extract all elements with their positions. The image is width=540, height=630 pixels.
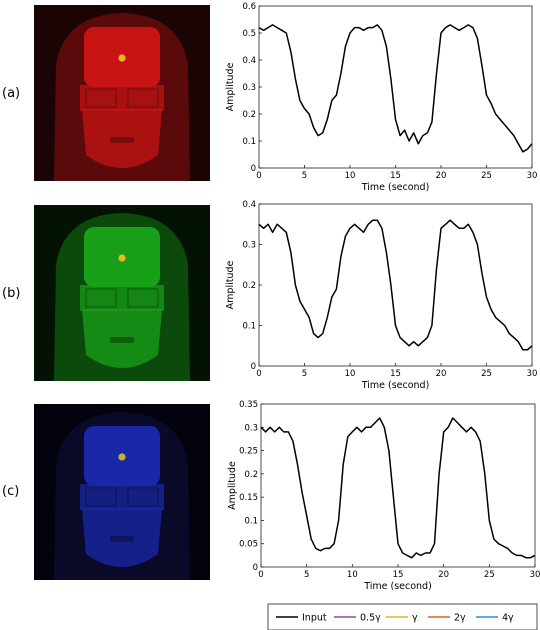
y-axis-label: Amplitude <box>227 461 238 510</box>
mouth-shape <box>110 337 134 343</box>
x-tick-label: 20 <box>436 369 447 379</box>
lower-face-shape <box>82 109 162 168</box>
x-tick-label: 30 <box>527 171 538 181</box>
x-axis-label: Time (second) <box>361 182 430 193</box>
y-tick-label: 0.15 <box>239 493 258 503</box>
roi-marker-dot <box>118 453 126 461</box>
glasses-left-lens <box>85 288 117 308</box>
glasses-left-lens <box>85 487 117 507</box>
glasses-band <box>80 85 164 111</box>
x-tick-label: 15 <box>390 369 401 379</box>
x-tick-label: 30 <box>530 570 540 580</box>
y-tick-label: 0.3 <box>242 241 256 251</box>
glasses-band <box>80 484 164 510</box>
y-axis-label: Amplitude <box>225 261 236 310</box>
glasses-right-lens <box>127 288 159 308</box>
x-tick-label: 15 <box>390 171 401 181</box>
x-tick-label: 10 <box>345 171 356 181</box>
row-label-a: (a) <box>2 86 21 101</box>
y-axis-label: Amplitude <box>225 63 236 112</box>
x-tick-label: 10 <box>345 369 356 379</box>
glasses-band <box>80 285 164 311</box>
x-tick-label: 0 <box>258 570 263 580</box>
y-tick-label: 0.35 <box>239 400 258 410</box>
glasses-right-lens <box>127 88 159 108</box>
y-tick-label: 0.2 <box>242 110 256 120</box>
y-tick-label: 0 <box>253 563 258 573</box>
series-line-input <box>258 24 533 153</box>
y-tick-label: 0.1 <box>242 322 256 332</box>
legend-label: 2γ <box>454 613 466 624</box>
x-tick-label: 0 <box>256 369 261 379</box>
y-tick-label: 0.2 <box>244 470 258 480</box>
y-tick-label: 0.3 <box>242 83 256 93</box>
x-tick-label: 20 <box>436 171 447 181</box>
y-tick-label: 0.4 <box>242 200 256 210</box>
legend-label: 4γ <box>502 613 514 624</box>
x-axis-label: Time (second) <box>361 380 430 391</box>
legend-label: γ <box>412 613 418 624</box>
y-tick-label: 0.3 <box>244 423 258 433</box>
y-tick-label: 0.2 <box>242 281 256 291</box>
legend-label: Input <box>302 613 327 624</box>
face-image-blue <box>34 404 210 580</box>
face-image-green <box>34 205 210 381</box>
x-axis-label: Time (second) <box>363 581 432 592</box>
plot-frame <box>258 5 533 169</box>
x-tick-label: 25 <box>484 570 495 580</box>
roi-marker-dot <box>118 54 126 62</box>
y-tick-label: 0 <box>251 164 256 174</box>
x-tick-label: 0 <box>256 171 261 181</box>
glasses-left-lens <box>85 88 117 108</box>
mouth-shape <box>110 536 134 542</box>
y-tick-label: 0.4 <box>242 56 256 66</box>
face-image-red <box>34 5 210 181</box>
x-tick-label: 25 <box>481 171 492 181</box>
x-tick-label: 5 <box>304 570 309 580</box>
roi-marker-dot <box>118 254 126 262</box>
x-tick-label: 10 <box>347 570 358 580</box>
glasses-right-lens <box>127 487 159 507</box>
x-tick-label: 30 <box>527 369 538 379</box>
y-tick-label: 0.1 <box>244 516 258 526</box>
y-tick-label: 0.6 <box>242 2 256 12</box>
chart-0: 0 5 10 15 20 25 30 0 0.1 0.2 0.3 0.4 0.5 0.6 Time (sec… <box>225 2 537 193</box>
mouth-shape <box>110 137 134 143</box>
row-label-b: (b) <box>2 286 21 301</box>
series-line-input <box>260 417 536 559</box>
lower-face-shape <box>82 508 162 567</box>
x-tick-label: 5 <box>302 171 307 181</box>
series-line-input <box>258 219 533 351</box>
x-tick-label: 5 <box>302 369 307 379</box>
y-tick-label: 0.1 <box>242 137 256 147</box>
x-tick-label: 20 <box>438 570 449 580</box>
legend: Input 0.5γ γ 2γ 4γ <box>267 603 538 630</box>
y-tick-label: 0 <box>251 362 256 372</box>
y-tick-label: 0.5 <box>242 29 256 39</box>
lower-face-shape <box>82 309 162 368</box>
y-tick-label: 0.05 <box>239 540 258 550</box>
x-tick-label: 25 <box>481 369 492 379</box>
y-tick-label: 0.25 <box>239 447 258 457</box>
x-tick-label: 15 <box>393 570 404 580</box>
legend-label: 0.5γ <box>360 613 381 624</box>
row-label-c: (c) <box>2 484 20 499</box>
chart-2: 0 5 10 15 20 25 30 0 0.05 0.1 0.15 0.2 0.25 0.3 0.35 Ti… <box>227 400 540 592</box>
chart-1: 0 5 10 15 20 25 30 0 0.1 0.2 0.3 0.4 Time (second) Am… <box>225 200 537 391</box>
plot-frame <box>258 203 533 367</box>
